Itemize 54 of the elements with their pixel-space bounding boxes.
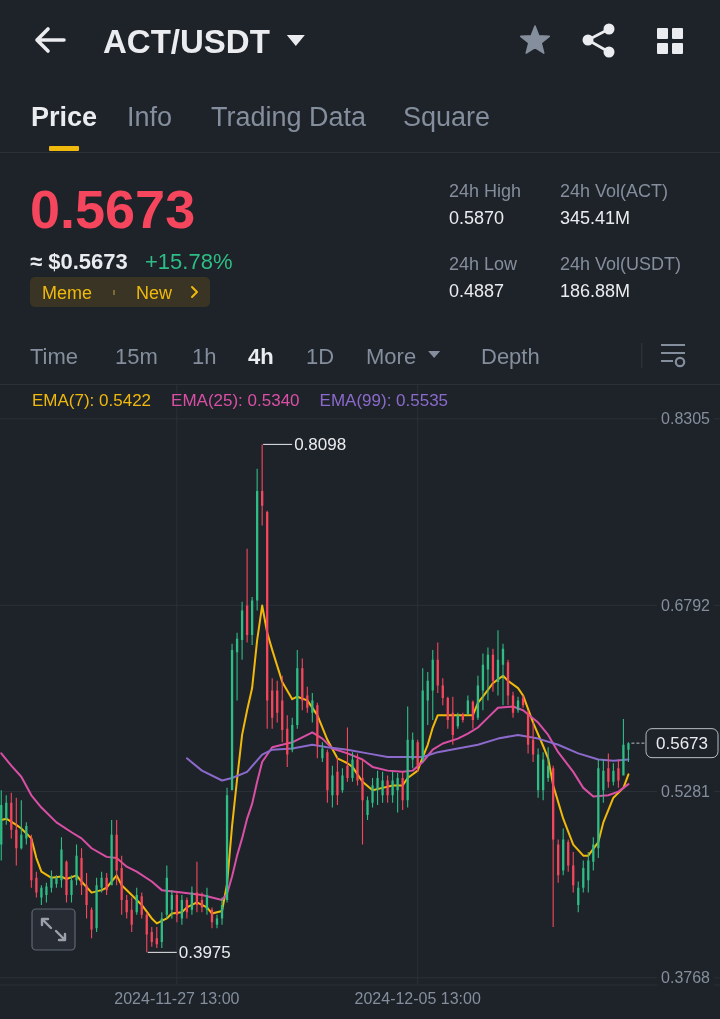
text: 0.5870 xyxy=(449,208,505,228)
candlestick xyxy=(321,742,324,762)
text: 1D xyxy=(306,344,335,369)
text: EMA(99): 0.5535 xyxy=(319,391,449,410)
text: Square xyxy=(403,102,491,132)
y-tick-label: 0.8305 xyxy=(661,410,711,428)
annotation: 0.3975 xyxy=(178,943,231,963)
text: 345.41M xyxy=(560,208,631,228)
candlestick xyxy=(90,907,93,939)
text: Meme xyxy=(42,283,93,303)
candlestick xyxy=(371,778,374,808)
candlestick xyxy=(381,771,384,803)
candlestick xyxy=(607,753,610,788)
text: More xyxy=(366,344,417,369)
text: 15m xyxy=(115,344,158,369)
text: 1h xyxy=(192,344,217,369)
text: 24h High xyxy=(449,181,522,201)
x-tick-label: 2024-11-27 13:00 xyxy=(114,990,240,1007)
text: Info xyxy=(127,102,173,132)
candlestick xyxy=(215,914,219,929)
text: EMA(25): 0.5340 xyxy=(171,391,300,410)
text: 24h Low xyxy=(449,254,519,274)
candlestick xyxy=(50,870,53,893)
text: 0.4887 xyxy=(449,281,505,301)
text: Trading Data xyxy=(211,102,368,132)
y-tick-label: 0.6792 xyxy=(661,596,711,614)
text: 0.5673 xyxy=(30,179,196,239)
text: EMA(7): 0.5422 xyxy=(32,391,152,410)
annotation: 0.8098 xyxy=(294,435,347,455)
line-series xyxy=(185,733,630,782)
line-series xyxy=(0,604,630,925)
text: +15.78% xyxy=(145,249,233,274)
y-tick-label: 0.5281 xyxy=(661,783,711,801)
text: 24h Vol(USDT) xyxy=(560,254,682,274)
candlestick xyxy=(627,742,630,762)
text: 4h xyxy=(248,344,274,369)
text: New xyxy=(136,283,174,303)
candlestick xyxy=(366,796,369,820)
text: Price xyxy=(31,102,98,132)
candlestick xyxy=(496,630,500,696)
text: Time xyxy=(30,344,79,369)
y-tick-label: 0.3768 xyxy=(661,969,711,987)
candlestick xyxy=(391,771,394,803)
x-tick-label: 2024-12-05 13:00 xyxy=(354,990,481,1007)
text: Depth xyxy=(481,344,540,369)
candlestick xyxy=(40,885,43,905)
ref-line-label: 0.5673 xyxy=(656,734,708,754)
text: ≈ $0.5673 xyxy=(30,249,128,274)
text: ACT/USDT xyxy=(103,23,270,60)
candlestick xyxy=(501,643,505,706)
text: 186.88M xyxy=(560,281,631,301)
line-series xyxy=(0,705,630,901)
text: 24h Vol(ACT) xyxy=(560,181,669,201)
candlestick xyxy=(200,892,204,913)
